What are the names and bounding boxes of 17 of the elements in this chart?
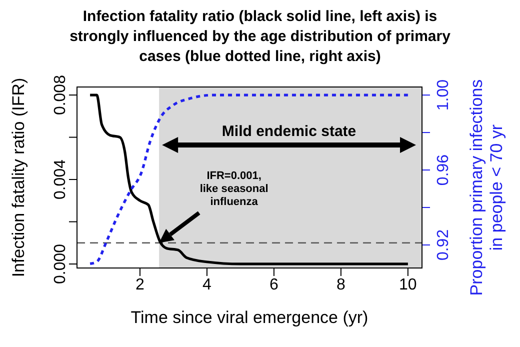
y2-tick-label: 1.00 — [435, 79, 452, 111]
x-tick-label: 4 — [202, 276, 212, 294]
y2-tick-label: 0.96 — [435, 154, 452, 186]
ref-line-label: IFR=0.001, like seasonal influenza — [200, 170, 268, 208]
y-tick-label: 0.004 — [52, 159, 69, 200]
x-tick-label: 8 — [336, 276, 346, 294]
x-axis-title: Time since viral emergence (yr) — [130, 308, 368, 327]
y2-axis-title: Proportion primary infections in people < 70 yr — [467, 79, 506, 296]
band-label: Mild endemic state — [222, 123, 356, 140]
x-tick-label: 2 — [136, 276, 145, 294]
y2-tick-label: 0.92 — [435, 229, 452, 261]
y-axis-title: Infection fatality ratio (IFR) — [9, 78, 28, 278]
x-tick-label: 6 — [270, 276, 278, 294]
y-tick-label: 0.008 — [52, 74, 69, 116]
y-tick-label: 0.000 — [52, 244, 69, 284]
chart-title: Infection fatality ratio (black solid line, left axis) is strongly influenced by the age distribution of primary cases (blue dotted line, right axis) — [68, 7, 452, 67]
x-tick-label: 10 — [399, 276, 417, 294]
